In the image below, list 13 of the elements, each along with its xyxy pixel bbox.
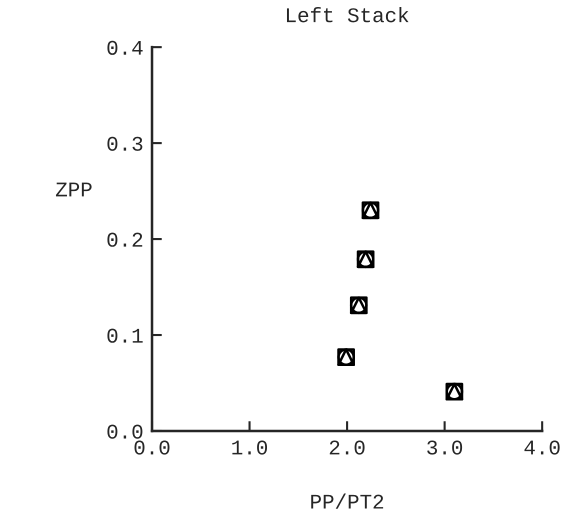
x-tick-label: 1.0 [232, 440, 268, 455]
y-tick-label: 0.4 [107, 40, 143, 55]
y-tick-label: 0.3 [107, 136, 142, 151]
x-tick-label: 3.0 [427, 440, 462, 455]
y-tick-label: 0.1 [107, 328, 143, 343]
y-tick-label: 0.0 [107, 424, 142, 439]
x-axis-title: PP/PT2 [311, 493, 384, 509]
x-tick-label: 0.0 [134, 440, 170, 455]
x-tick-label: 4.0 [524, 440, 560, 455]
x-tick-label: 2.0 [330, 440, 365, 455]
y-axis-title: ZPP [56, 182, 92, 196]
y-tick-label: 0.2 [107, 232, 142, 247]
chart-title: Left Stack [286, 7, 409, 22]
